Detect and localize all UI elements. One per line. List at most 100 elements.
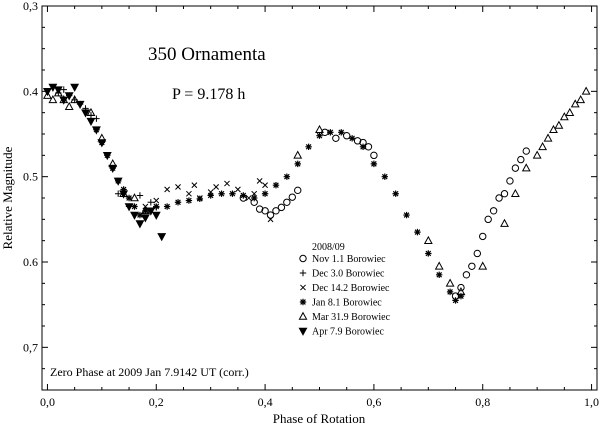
- data-point-cross: [185, 190, 192, 197]
- data-point-circle: [522, 147, 530, 155]
- data-point-circle: [484, 215, 492, 224]
- data-point-asterisk: [381, 173, 388, 180]
- data-point-triangle-down: [53, 86, 63, 95]
- data-points: [42, 83, 591, 304]
- data-point-asterisk: [283, 173, 291, 180]
- legend-title: 2008/09: [312, 242, 345, 253]
- x-tick-label: 0,6: [366, 395, 381, 409]
- x-tick-label: 0,0: [40, 395, 55, 409]
- y-tick-label: 0.5: [23, 170, 38, 184]
- data-point-triangle: [549, 124, 558, 134]
- data-point-triangle-down: [70, 83, 80, 92]
- data-point-triangle: [42, 90, 52, 99]
- data-point-triangle: [423, 235, 433, 244]
- axis-ticks: 0,0 0,2 0,4 0,6 0,8 1,0 0,3 0.4 0.5 0.6 0,7: [23, 0, 599, 409]
- data-point-triangle: [559, 112, 569, 121]
- data-point-asterisk: [251, 194, 258, 202]
- data-point-circle: [468, 262, 476, 270]
- legend-label: Apr 7.9 Borowiec: [312, 327, 384, 338]
- chart-title: 350 Ornamenta: [148, 44, 266, 65]
- data-point-triangle: [554, 120, 564, 129]
- legend-marker-plus: [299, 269, 307, 277]
- data-point-asterisk: [327, 129, 334, 136]
- legend-marker-triangle-down: [298, 327, 308, 336]
- data-point-asterisk: [207, 192, 214, 199]
- data-point-asterisk: [294, 160, 301, 168]
- data-point-triangle-down: [135, 220, 145, 229]
- data-point-triangle-down: [151, 211, 161, 220]
- data-point-circle: [343, 132, 351, 140]
- data-point-asterisk: [261, 190, 269, 197]
- data-point-circle: [517, 155, 525, 164]
- data-point-triangle: [576, 95, 586, 104]
- data-point-circle: [500, 190, 509, 198]
- data-point-circle: [495, 194, 503, 202]
- data-point-triangle-down: [102, 152, 112, 161]
- chart-subtitle: P = 9.178 h: [172, 86, 245, 103]
- legend-label: Mar 31.9 Borowiec: [312, 312, 391, 323]
- data-point-cross: [267, 216, 274, 223]
- data-point-circle: [288, 193, 296, 201]
- data-point-asterisk: [272, 182, 280, 189]
- data-point-cross: [245, 195, 252, 201]
- data-point-triangle-down: [113, 177, 123, 186]
- data-point-triangle: [48, 95, 58, 104]
- data-point-circle: [479, 232, 487, 241]
- data-point-triangle: [521, 163, 531, 172]
- data-point-circle: [255, 205, 264, 213]
- data-point-cross: [153, 197, 160, 204]
- y-axis-label: Relative Magnitude: [0, 146, 15, 249]
- x-tick-label: 0,4: [258, 395, 273, 409]
- data-point-triangle-down: [157, 233, 167, 242]
- data-point-triangle-down: [91, 126, 101, 135]
- data-point-asterisk: [403, 211, 410, 219]
- x-tick-label: 1,0: [584, 395, 599, 409]
- data-point-triangle: [86, 107, 96, 116]
- data-point-asterisk: [359, 143, 367, 150]
- data-point-circle: [277, 203, 286, 212]
- data-point-asterisk: [218, 190, 225, 197]
- data-point-cross: [256, 178, 263, 184]
- data-point-plus: [114, 190, 122, 197]
- data-point-triangle-down: [140, 214, 150, 223]
- data-point-triangle: [53, 88, 63, 97]
- data-point-circle: [266, 211, 275, 219]
- data-point-triangle: [565, 107, 575, 116]
- data-point-asterisk: [196, 195, 203, 203]
- data-point-cross: [191, 182, 198, 189]
- data-point-cross: [164, 186, 171, 193]
- x-tick-label: 0,2: [149, 395, 164, 409]
- legend-marker-asterisk: [299, 298, 307, 306]
- legend: 2008/09 Nov 1.1 Borowiec Dec 3.0 Borowiec…: [298, 242, 391, 338]
- legend-label: Nov 1.1 Borowiec: [312, 254, 386, 265]
- data-point-triangle: [64, 101, 74, 110]
- data-point-triangle: [130, 193, 139, 202]
- data-point-asterisk: [136, 211, 144, 219]
- data-point-asterisk: [414, 228, 421, 236]
- data-point-asterisk: [446, 288, 454, 296]
- data-point-asterisk: [316, 132, 323, 139]
- data-point-triangle: [456, 287, 466, 296]
- data-point-asterisk: [425, 250, 432, 257]
- data-point-asterisk: [436, 271, 443, 278]
- x-tick-label: 0,8: [475, 395, 490, 409]
- legend-label: Jan 8.1 Borowiec: [312, 298, 382, 309]
- data-point-cross: [213, 183, 220, 190]
- data-point-cross: [234, 186, 241, 193]
- data-point-asterisk: [240, 192, 247, 199]
- data-point-triangle: [581, 86, 591, 95]
- data-point-circle: [473, 249, 481, 258]
- y-tick-label: 0,3: [23, 0, 38, 13]
- data-point-triangle: [500, 218, 509, 227]
- data-point-asterisk: [348, 135, 356, 142]
- data-point-circle: [283, 198, 291, 206]
- data-point-circle: [511, 164, 520, 172]
- data-point-cross: [175, 183, 181, 190]
- data-point-cross: [224, 180, 230, 187]
- data-point-circle: [272, 207, 280, 215]
- data-point-plus: [147, 199, 155, 206]
- data-point-triangle: [315, 124, 324, 134]
- data-point-asterisk: [185, 197, 193, 204]
- data-point-circle: [332, 134, 340, 142]
